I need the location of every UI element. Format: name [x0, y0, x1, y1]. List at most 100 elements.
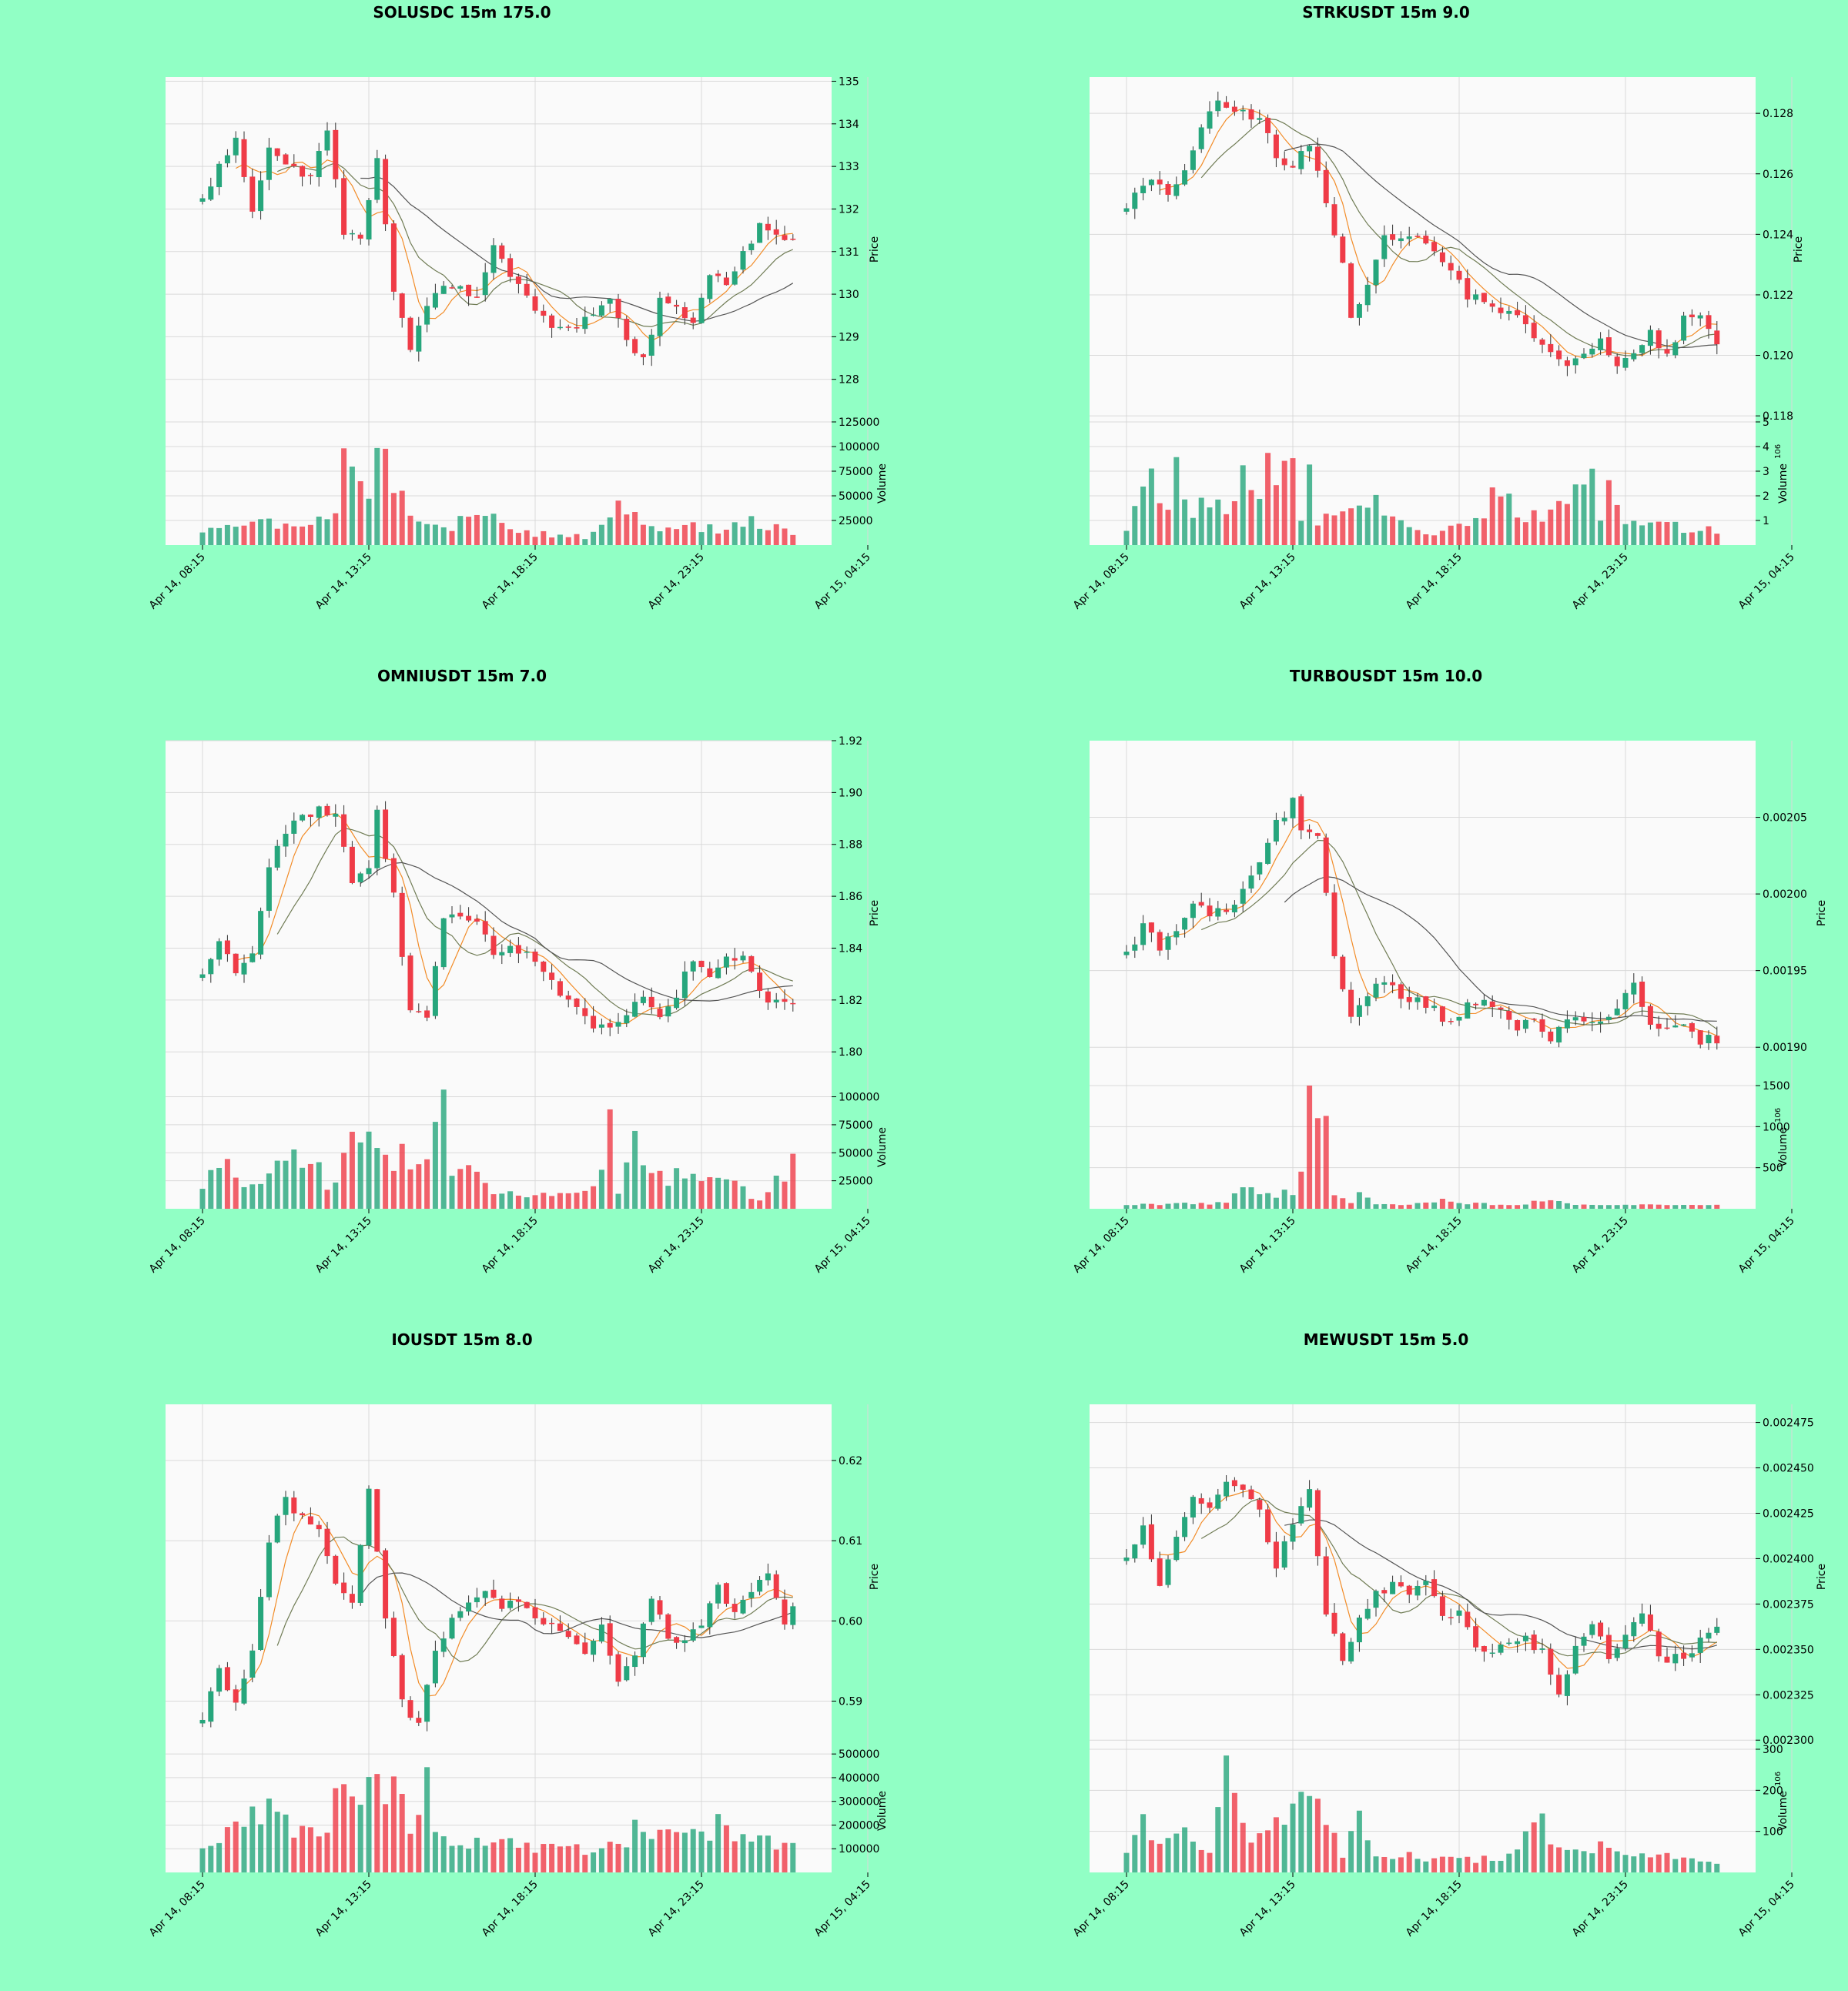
candle-body — [1456, 1016, 1462, 1021]
volume-bar — [1697, 1861, 1703, 1872]
candle-body — [557, 326, 563, 329]
candle-body — [1281, 158, 1287, 166]
price-tick-label: 0.00190 — [1763, 1042, 1807, 1054]
candle-body — [1614, 356, 1620, 366]
volume-tick-label: 1000 — [1763, 1121, 1790, 1133]
candle-body — [333, 1555, 339, 1584]
volume-bar — [449, 1845, 455, 1872]
candle-body — [216, 163, 223, 188]
volume-tick-label: 75000 — [839, 1119, 873, 1132]
volume-bar — [1423, 534, 1429, 545]
candle-body — [241, 139, 247, 177]
volume-bar — [1323, 1825, 1329, 1872]
candle-body — [1331, 892, 1337, 956]
candle-body — [474, 919, 480, 922]
candle-body — [300, 166, 306, 177]
candle-body — [541, 1618, 547, 1625]
candle-body — [490, 935, 497, 955]
x-tick-label: Apr 15, 04:15 — [812, 1215, 873, 1276]
candle-body — [1564, 1019, 1570, 1029]
candle-body — [1448, 1617, 1454, 1618]
price-axis: 0.002300 0.002325 0.002350 0.002375 0.002400… — [1090, 1417, 1814, 1747]
candle-body — [748, 243, 755, 251]
volume-bar — [490, 1194, 497, 1209]
volume-bar — [1706, 526, 1712, 545]
volume-bar — [723, 529, 729, 545]
candle-body — [1406, 236, 1412, 239]
volume-bar — [266, 518, 272, 545]
candle-body — [241, 1678, 247, 1704]
volume-tick-label: 500 — [1763, 1163, 1783, 1175]
volume-bar — [366, 1131, 372, 1209]
volume-bar — [1165, 1838, 1171, 1872]
candle-body — [574, 1635, 580, 1645]
volume-bar — [316, 516, 322, 545]
volume-bar — [1465, 1204, 1471, 1209]
volume-bar — [1173, 457, 1180, 545]
volume-bar — [1207, 1204, 1213, 1209]
volume-bar — [1406, 1204, 1412, 1209]
x-tick-label: Apr 15, 04:15 — [1736, 1879, 1797, 1939]
candle-body — [457, 286, 464, 289]
candle-body — [1224, 102, 1230, 108]
candle-body — [283, 154, 289, 165]
candle-body — [657, 1009, 663, 1018]
candle-body — [1605, 1635, 1612, 1659]
volume-bar — [1215, 499, 1221, 545]
volume-bar — [640, 524, 646, 545]
volume-bar — [790, 1842, 796, 1872]
price-tick-label: 0.002375 — [1763, 1598, 1814, 1611]
candle-body — [1631, 1621, 1637, 1637]
volume-bar — [1564, 1849, 1570, 1872]
volume-bar — [707, 1176, 713, 1209]
volume-bar — [1489, 487, 1495, 545]
candle-body — [607, 1022, 613, 1028]
volume-bar — [1622, 1204, 1629, 1209]
volume-bar — [507, 1191, 514, 1209]
candle-body — [1390, 1581, 1396, 1594]
volume-bar — [524, 1197, 530, 1209]
candle-body — [1331, 204, 1337, 236]
volume-bar — [1473, 517, 1479, 545]
moving-average-line — [360, 176, 794, 322]
volume-bar — [1706, 1205, 1712, 1209]
chart-panel: SOLUSDC 15m 175.0 Apr 14, 08:15 Apr 14, 13… — [147, 3, 889, 612]
volume-bar — [565, 1193, 571, 1209]
candle-body — [457, 1611, 464, 1618]
volume-bar — [1631, 520, 1637, 545]
candle-body — [1340, 956, 1346, 989]
candle-body — [565, 996, 571, 1000]
price-tick-label: 131 — [839, 246, 859, 259]
candle-body — [1614, 1008, 1620, 1016]
volume-bar — [748, 516, 755, 545]
candle-body — [1248, 875, 1254, 889]
candle-body — [457, 912, 464, 917]
volume-bar — [624, 1162, 630, 1209]
volume-bar — [249, 1806, 256, 1872]
volume-bar — [1572, 484, 1578, 545]
candle-body — [474, 1597, 480, 1603]
candle-body — [1240, 109, 1246, 112]
candle-body — [1572, 1645, 1578, 1674]
volume-bar — [1656, 521, 1662, 545]
candle-body — [1622, 992, 1629, 1009]
volume-bar — [1398, 1857, 1404, 1872]
candle-body — [1489, 303, 1495, 307]
volume-bar — [1498, 1860, 1504, 1872]
volume-bar — [1589, 1204, 1595, 1209]
volume-bar — [1522, 1204, 1528, 1209]
volume-bar — [624, 514, 630, 545]
candle-body — [1498, 1644, 1504, 1653]
candle-body — [1182, 1517, 1188, 1538]
volume-tick-label: 25000 — [839, 1176, 873, 1188]
candle-body — [1697, 1637, 1703, 1653]
volume-bar — [1265, 1193, 1271, 1209]
volume-bar — [1182, 1203, 1188, 1209]
volume-bar — [341, 448, 347, 545]
candle-body — [1273, 1541, 1279, 1569]
candle-body — [1614, 1648, 1620, 1658]
candle-body — [1664, 1656, 1670, 1663]
volume-bar — [1132, 506, 1138, 545]
volume-bar — [1647, 1204, 1653, 1209]
volume-bar — [300, 1167, 306, 1209]
